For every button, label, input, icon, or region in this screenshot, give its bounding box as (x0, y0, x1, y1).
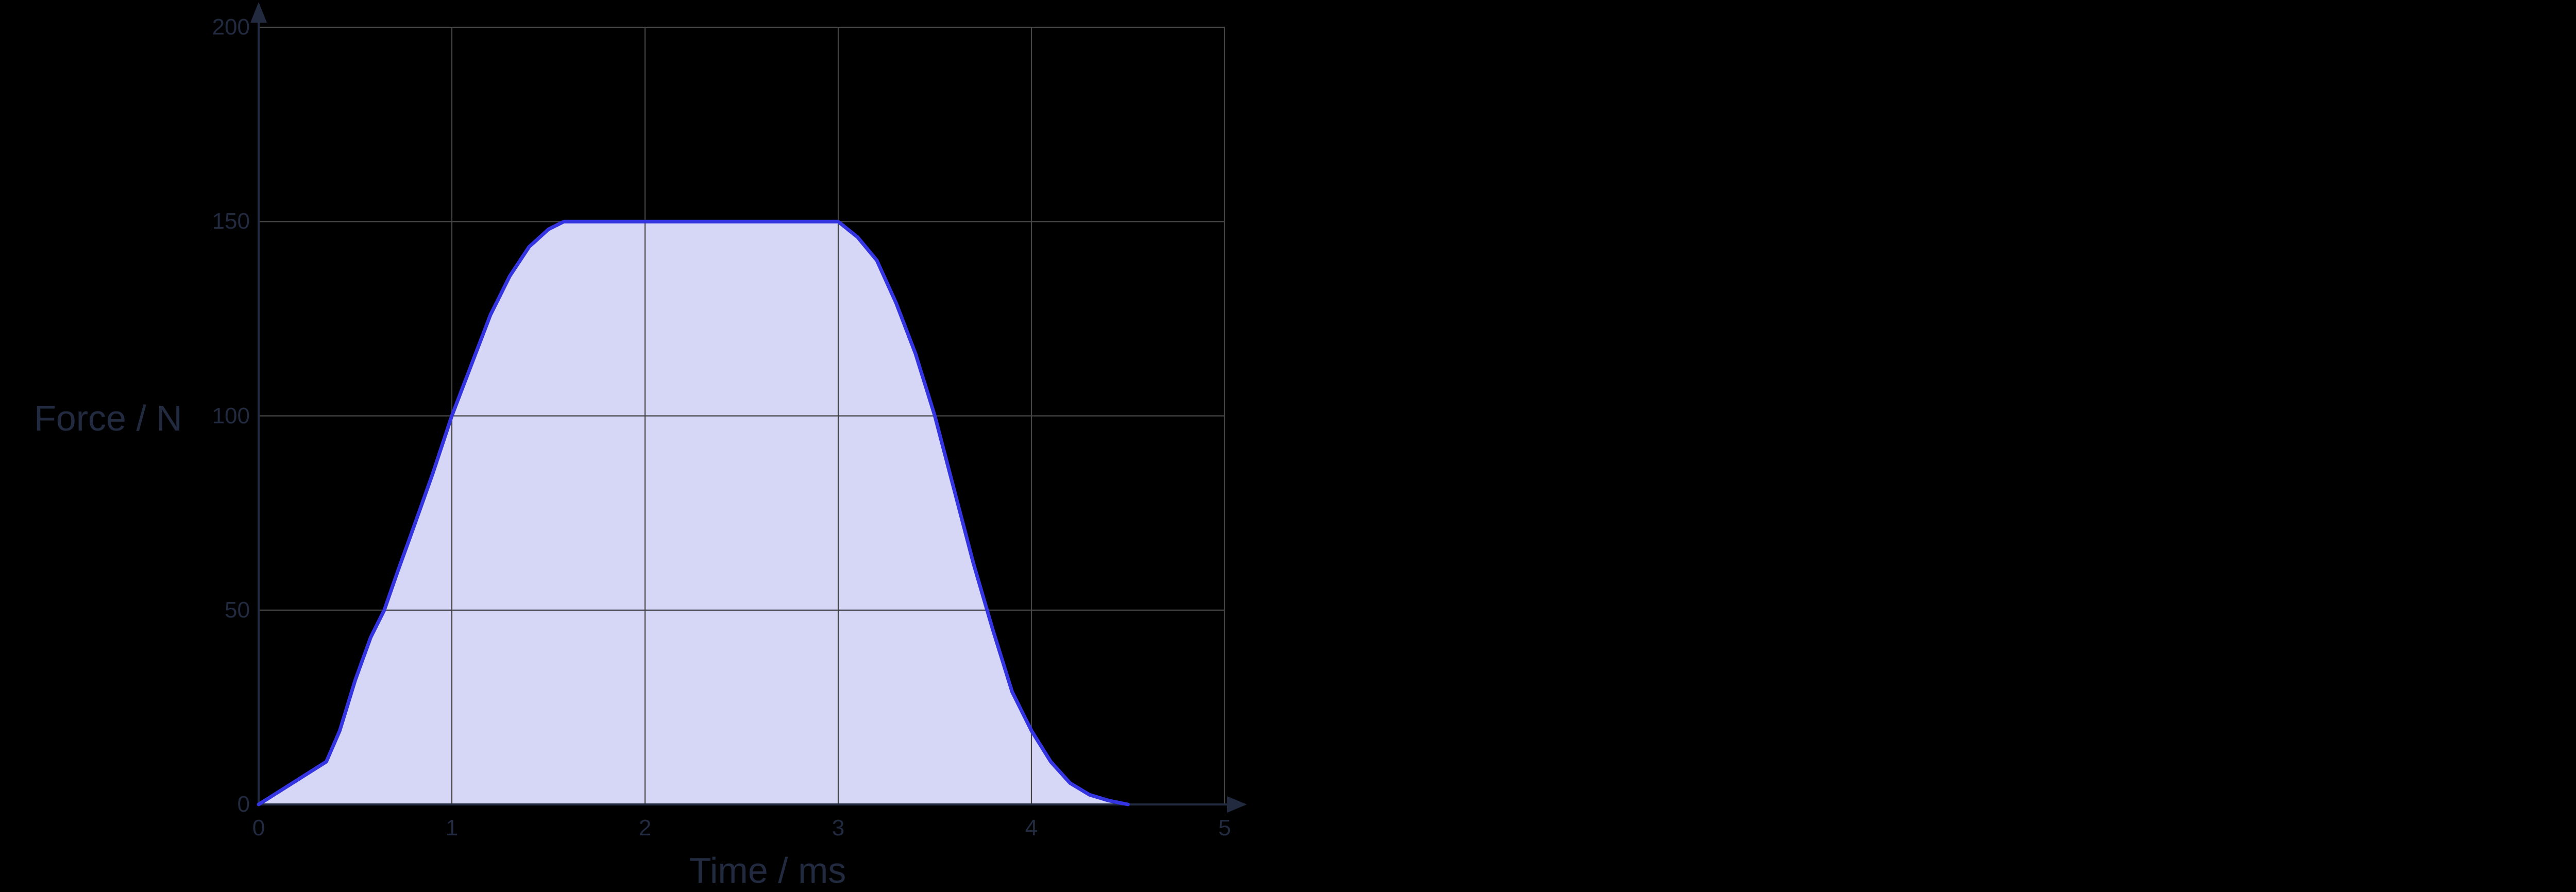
x-tick-label-2: 2 (638, 815, 652, 840)
y-axis-title: Force / N (34, 398, 182, 438)
x-tick-label-4: 4 (1025, 815, 1038, 840)
curve-area-fill (259, 221, 1128, 804)
x-axis-arrowhead (1227, 796, 1247, 813)
x-tick-label-1: 1 (445, 815, 459, 840)
x-tick-label-3: 3 (832, 815, 845, 840)
x-tick-label-5: 5 (1218, 815, 1231, 840)
curve-line (257, 219, 1130, 807)
y-tick-label-50: 50 (225, 597, 250, 623)
x-axis-title: Time / ms (689, 850, 846, 890)
y-tick-label-150: 150 (212, 209, 250, 234)
y-tick-label-200: 200 (212, 14, 250, 40)
y-axis-arrowhead (250, 2, 267, 23)
x-tick-label-0: 0 (252, 815, 265, 840)
y-tick-label-0: 0 (237, 792, 250, 817)
y-tick-label-100: 100 (212, 403, 250, 428)
